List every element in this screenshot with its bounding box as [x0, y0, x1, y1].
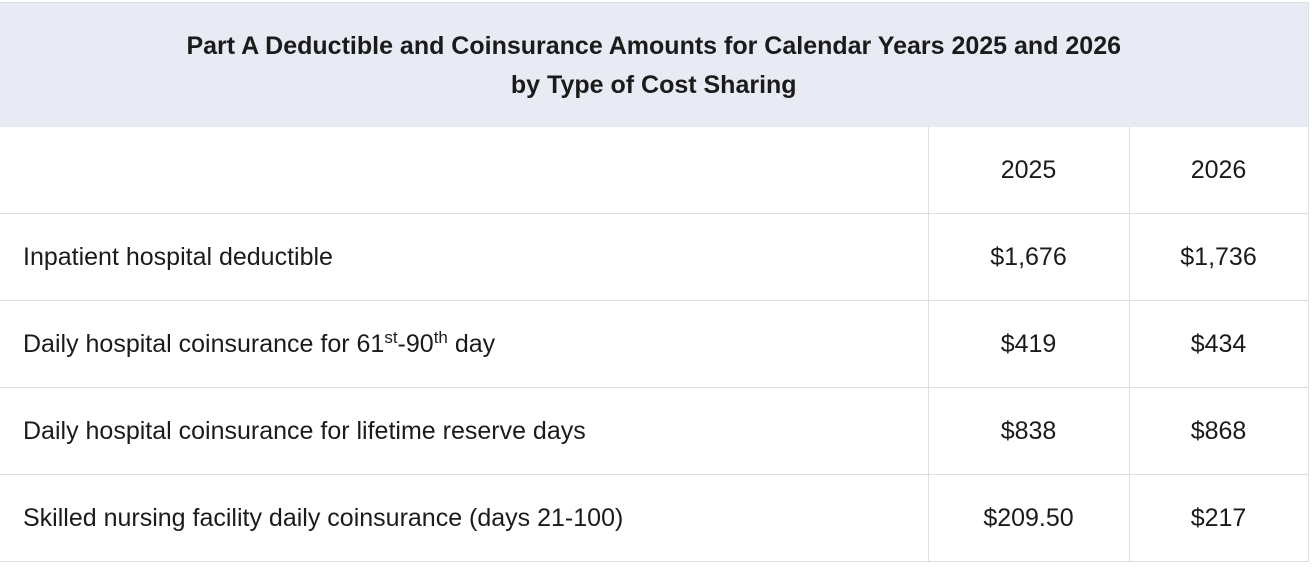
table-row: Daily hospital coinsurance for 61st-90th…: [0, 300, 1309, 388]
row-label: Skilled nursing facility daily coinsuran…: [0, 474, 928, 562]
row-value-2026: $1,736: [1128, 213, 1309, 301]
row-value-2026: $434: [1128, 300, 1309, 388]
row-label: Daily hospital coinsurance for 61st-90th…: [0, 300, 928, 388]
header-cell-empty: [0, 127, 928, 214]
header-cell-2026: 2026: [1128, 127, 1309, 214]
table-row: Skilled nursing facility daily coinsuran…: [0, 474, 1309, 562]
row-value-2025: $838: [927, 387, 1129, 475]
table-row: Inpatient hospital deductible $1,676 $1,…: [0, 213, 1309, 301]
table-title: Part A Deductible and Coinsurance Amount…: [0, 2, 1309, 127]
row-value-2025: $1,676: [927, 213, 1129, 301]
table-row: Daily hospital coinsurance for lifetime …: [0, 387, 1309, 475]
row-value-2026: $868: [1128, 387, 1309, 475]
row-label: Daily hospital coinsurance for lifetime …: [0, 387, 928, 475]
header-cell-2025: 2025: [927, 127, 1129, 214]
row-value-2026: $217: [1128, 474, 1309, 562]
table-title-line-2: by Type of Cost Sharing: [510, 70, 797, 99]
row-value-2025: $209.50: [927, 474, 1129, 562]
table-header-row: 2025 2026: [0, 127, 1309, 214]
row-label-superscript: st: [384, 327, 398, 347]
row-label-part: day: [447, 329, 496, 358]
row-label-superscript: th: [433, 327, 448, 347]
row-label-part: -90: [397, 329, 434, 358]
row-label: Inpatient hospital deductible: [0, 213, 928, 301]
row-value-2025: $419: [927, 300, 1129, 388]
table-title-line-1: Part A Deductible and Coinsurance Amount…: [186, 31, 1122, 60]
row-label-part: Daily hospital coinsurance for 61: [23, 329, 385, 358]
